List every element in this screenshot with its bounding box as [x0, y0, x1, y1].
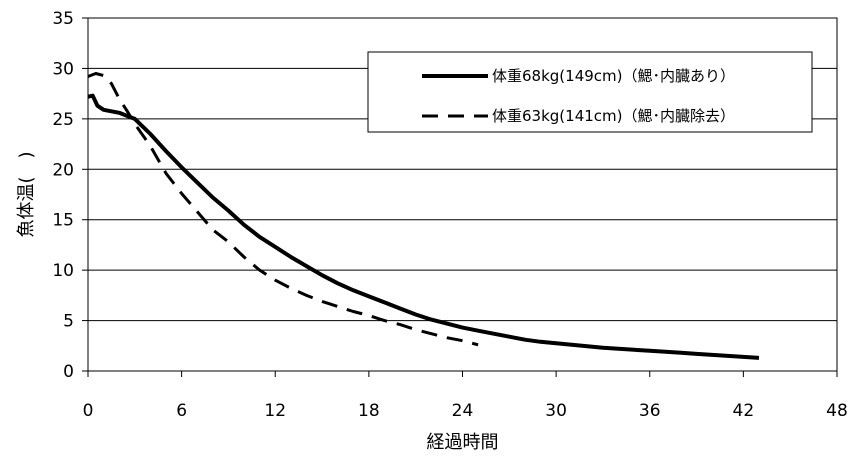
x-axis-ticks: 0 6 12 18 24 30 36 42 48	[83, 371, 848, 421]
y-tick-label: 20	[52, 160, 74, 180]
y-tick-label: 15	[52, 211, 74, 231]
y-tick-label: 0	[63, 362, 74, 382]
legend: 体重68kg(149cm)（鰓･内臓あり） 体重63kg(141cm)（鰓･内臓…	[367, 51, 813, 133]
x-tick-label: 0	[83, 401, 94, 421]
x-tick-label: 6	[176, 401, 187, 421]
y-tick-label: 10	[52, 261, 74, 281]
legend-box	[367, 51, 813, 133]
legend-label-series-2: 体重63kg(141cm)（鰓･内臓除去）	[492, 107, 735, 125]
y-tick-label: 35	[52, 9, 74, 29]
x-tick-label: 36	[639, 401, 661, 421]
series-line-2	[87, 72, 479, 347]
x-tick-label: 18	[358, 401, 380, 421]
series-layer	[87, 72, 760, 360]
y-tick-label: 5	[63, 312, 74, 332]
x-tick-label: 30	[545, 401, 567, 421]
y-axis-ticks: 0 5 10 15 20 25 30 35	[52, 9, 88, 382]
y-tick-label: 25	[52, 110, 74, 130]
y-axis-title: 魚体温( )	[16, 151, 37, 237]
y-tick-label: 30	[52, 59, 74, 79]
x-tick-label: 42	[733, 401, 755, 421]
x-tick-label: 48	[826, 401, 848, 421]
x-tick-label: 12	[264, 401, 286, 421]
legend-label-series-1: 体重68kg(149cm)（鰓･内臓あり）	[492, 67, 735, 85]
x-tick-label: 24	[452, 401, 474, 421]
x-axis-title: 経過時間	[427, 432, 499, 453]
series-line-1	[87, 93, 760, 360]
